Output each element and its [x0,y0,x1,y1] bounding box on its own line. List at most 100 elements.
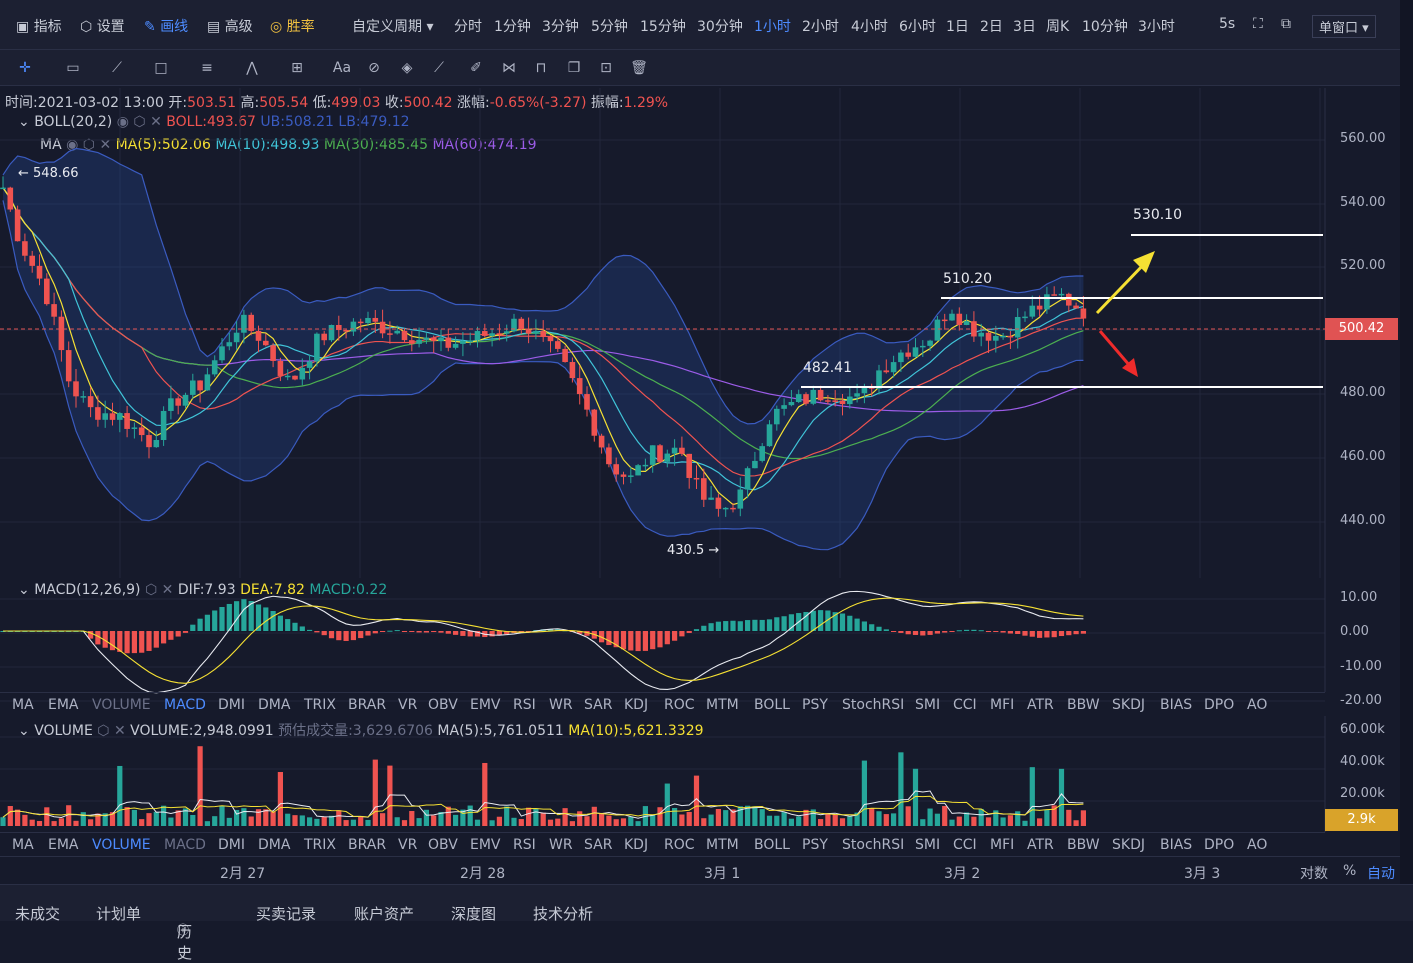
log-scale-toggle[interactable]: 对数 [1300,866,1328,882]
indicator-tab[interactable]: MFI [990,697,1015,713]
indicator-tab[interactable]: TRIX [304,697,336,713]
period-tab[interactable]: 2小时 [802,19,839,35]
period-tab[interactable]: 3分钟 [542,19,579,35]
indicator-tab[interactable]: DMA [258,697,291,713]
indicator-tab[interactable]: WR [549,837,573,853]
period-tab[interactable]: 15分钟 [640,19,686,35]
draw-button[interactable]: ✎ 画线 [144,19,189,35]
wave-icon[interactable]: ⋀ [246,60,258,76]
indicator-tab[interactable]: MTM [706,697,739,713]
settings-button[interactable]: ⬡ 设置 [80,19,125,35]
parallel-lines-icon[interactable]: ≡ [201,60,213,76]
indicator-tab[interactable]: StochRSI [842,697,905,713]
indicators-button[interactable]: ▣ 指标 [16,19,62,35]
period-tab[interactable]: 10分钟 [1082,19,1128,35]
custom-period-dropdown[interactable]: 自定义周期 ▾ [352,19,434,35]
indicator-tab[interactable]: KDJ [624,697,649,713]
indicator-tab[interactable]: MA [12,697,34,713]
indicator-tab[interactable]: MACD [164,697,206,713]
period-tab[interactable]: 3日 [1013,19,1036,35]
gear-icon[interactable]: ⬡ [144,582,158,598]
macd-panel[interactable]: ⌄ MACD(12,26,9) ⬡ ✕ DIF:7.93 DEA:7.82 MA… [0,578,1400,716]
indicator-tab[interactable]: KDJ [624,837,649,853]
indicator-tab[interactable]: PSY [802,837,828,853]
tab-account-assets[interactable]: 账户资产 [354,905,415,923]
period-tab[interactable]: 分时 [454,19,482,35]
advanced-button[interactable]: ▤ 高级 [207,19,253,35]
tab-trade-records[interactable]: 买卖记录 [256,905,317,923]
period-tab[interactable]: 周K [1046,19,1070,35]
indicator-tab[interactable]: WR [549,697,573,713]
indicator-tab[interactable]: ATR [1027,837,1054,853]
close-icon[interactable]: ✕ [99,137,112,153]
percent-toggle[interactable]: % [1343,863,1357,879]
collapse-icon[interactable]: ⌄ [18,114,30,130]
indicator-tab[interactable]: DMA [258,837,291,853]
window-mode-dropdown[interactable]: 单窗口 ▾ [1312,15,1376,38]
gear-icon[interactable]: ⬡ [133,114,146,130]
indicator-tab[interactable]: MFI [990,837,1015,853]
indicator-tab[interactable]: CCI [953,837,977,853]
indicator-tab[interactable]: EMA [48,697,79,713]
indicator-tab[interactable]: BRAR [348,697,387,713]
collapse-icon[interactable]: ⌄ [18,582,30,598]
winrate-button[interactable]: ◎ 胜率 [270,19,315,35]
close-icon[interactable]: ✕ [113,723,126,739]
period-tab[interactable]: 5分钟 [591,19,628,35]
indicator-tab[interactable]: ROC [664,697,695,713]
text-icon[interactable]: Aa [332,60,352,76]
indicator-tab[interactable]: StochRSI [842,837,905,853]
indicator-tab[interactable]: OBV [428,697,458,713]
fullscreen-icon[interactable]: ⛶ [1253,16,1263,32]
tab-technical[interactable]: 技术分析 [533,905,594,923]
indicator-tab[interactable]: BIAS [1160,697,1193,713]
indicator-tab[interactable]: EMV [470,837,501,853]
indicator-tab[interactable]: ATR [1027,697,1054,713]
indicator-tab[interactable]: BIAS [1160,837,1193,853]
indicator-tab[interactable]: BOLL [754,697,790,713]
shape-icon[interactable]: ◈ [401,60,413,76]
volume-panel[interactable]: ⌄ VOLUME ⬡ ✕ VOLUME:2,948.0991 预估成交量:3,6… [0,716,1400,856]
period-tab[interactable]: 1小时 [754,19,791,35]
trendline-icon[interactable]: ⟋ [112,60,122,76]
gear-icon[interactable]: ⬡ [82,137,96,153]
indicator-tab[interactable]: BBW [1067,837,1100,853]
fib-icon[interactable]: ⊘ [368,60,380,76]
indicator-tab[interactable]: SAR [584,697,613,713]
indicator-tab[interactable]: VOLUME [92,837,151,853]
measure-icon[interactable]: ⊞ [291,60,303,76]
auto-scale-toggle[interactable]: 自动 [1367,866,1395,882]
indicator-tab[interactable]: ROC [664,837,695,853]
period-tab[interactable]: 2日 [980,19,1003,35]
candlestick-chart[interactable]: 时间:2021-03-02 13:00 开:503.51 高:505.54 低:… [0,88,1400,578]
gear-icon[interactable]: ⬡ [97,723,110,739]
refresh-interval[interactable]: 5s [1219,16,1236,32]
indicator-tab[interactable]: PSY [802,697,828,713]
period-tab[interactable]: 1日 [946,19,969,35]
indicator-tab[interactable]: VR [398,837,418,853]
close-icon[interactable]: ✕ [161,582,174,598]
indicator-tab[interactable]: SAR [584,837,613,853]
indicator-tab[interactable]: MA [12,837,34,853]
right-scroll-strip[interactable] [1400,0,1413,884]
lock-icon[interactable]: ⊓ [535,60,547,76]
indicator-tab[interactable]: DMI [218,837,245,853]
period-tab[interactable]: 1分钟 [494,19,531,35]
tab-plan-orders[interactable]: 计划单 [96,905,142,923]
close-icon[interactable]: ✕ [150,114,162,130]
indicator-tab[interactable]: AO [1247,837,1268,853]
ruler-measure-icon[interactable]: ⟋ [434,60,444,76]
indicator-tab[interactable]: VR [398,697,418,713]
indicator-tab[interactable]: MTM [706,837,739,853]
brush-icon[interactable]: ✐ [470,60,482,76]
tab-open-orders[interactable]: 未成交 [15,905,61,923]
period-tab[interactable]: 6小时 [899,19,936,35]
indicator-tab[interactable]: DPO [1204,697,1235,713]
tab-depth[interactable]: 深度图 [451,905,497,923]
indicator-tab[interactable]: BBW [1067,697,1100,713]
copy-icon[interactable]: ❐ [567,60,581,76]
indicator-tab[interactable]: CCI [953,697,977,713]
period-tab[interactable]: 30分钟 [697,19,743,35]
ruler-icon[interactable]: ▭ [66,60,80,76]
period-tab[interactable]: 4小时 [851,19,888,35]
